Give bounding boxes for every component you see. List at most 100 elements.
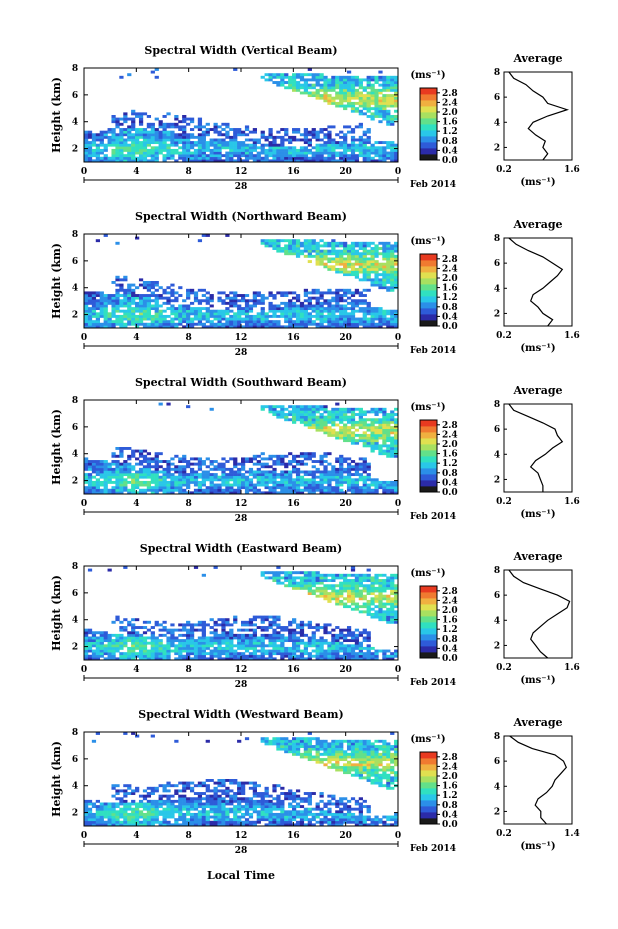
heatmap-cell	[150, 135, 155, 139]
heatmap-cell	[142, 644, 148, 648]
heatmap-cell	[374, 657, 379, 661]
heatmap-cell	[182, 117, 187, 121]
heatmap-cell	[386, 281, 391, 284]
heatmap-cell	[201, 573, 206, 577]
heatmap-cell	[362, 99, 367, 103]
heatmap-cell	[323, 431, 328, 435]
heatmap-cell	[217, 491, 222, 495]
heatmap-cell	[280, 641, 285, 645]
heatmap-cell	[362, 275, 367, 279]
heatmap-cell	[390, 480, 395, 484]
heatmap-cell	[84, 460, 89, 463]
heatmap-cell	[91, 320, 97, 324]
heatmap-cell	[315, 460, 320, 463]
heatmap-cell	[382, 270, 387, 274]
heatmap-cell	[264, 486, 269, 490]
heatmap-cell	[303, 415, 309, 419]
heatmap-cell	[378, 101, 383, 105]
heatmap-cell	[303, 81, 309, 84]
heatmap-cell	[303, 571, 309, 575]
heatmap-cell	[103, 312, 108, 316]
heatmap-cell	[295, 646, 301, 650]
heatmap-cell	[154, 641, 159, 645]
heatmap-cell	[394, 159, 399, 163]
heatmap-cell	[295, 462, 301, 466]
heatmap-cell	[335, 488, 340, 492]
heatmap-cell	[307, 314, 312, 318]
heatmap-cell	[331, 86, 336, 90]
heatmap-cell	[115, 296, 120, 300]
heatmap-cell	[303, 652, 309, 656]
heatmap-cell	[91, 148, 97, 152]
heatmap-cell	[158, 644, 163, 648]
heatmap-cell	[343, 83, 348, 87]
heatmap-cell	[150, 156, 155, 160]
heatmap-cell	[166, 122, 171, 126]
heatmap-cell	[95, 478, 100, 482]
heatmap-cell	[327, 584, 332, 588]
heatmap-cell	[378, 99, 383, 103]
heatmap-cell	[146, 457, 152, 461]
heatmap-cell	[162, 491, 167, 495]
heatmap-cell	[142, 620, 148, 624]
heatmap-cell	[264, 633, 269, 637]
heatmap-cell	[374, 480, 379, 484]
heatmap-cell	[292, 639, 297, 643]
heatmap-cell	[131, 452, 136, 456]
heatmap-cell	[123, 628, 128, 632]
heatmap-cell	[166, 301, 171, 305]
y-axis-label: Height (km)	[50, 77, 63, 153]
heatmap-cell	[370, 652, 375, 656]
heatmap-cell	[382, 573, 387, 577]
heatmap-cell	[256, 301, 261, 305]
heatmap-cell	[311, 159, 316, 163]
heatmap-cell	[276, 81, 281, 84]
heatmap-cell	[197, 133, 203, 137]
heatmap-cell	[339, 488, 344, 492]
heatmap-cell	[284, 415, 289, 419]
heatmap-cell	[174, 454, 179, 458]
heatmap-cell	[366, 265, 371, 269]
heatmap-cell	[260, 143, 265, 147]
heatmap-cell	[346, 257, 352, 261]
heatmap-cell	[378, 444, 383, 448]
heatmap-cell	[244, 486, 250, 490]
heatmap-cell	[99, 325, 104, 329]
heatmap-cell	[91, 296, 97, 300]
heatmap-cell	[354, 101, 360, 105]
heatmap-cell	[87, 478, 93, 482]
heatmap-cell	[127, 286, 132, 290]
heatmap-cell	[315, 405, 320, 409]
heatmap-cell	[288, 320, 293, 324]
heatmap-cell	[209, 460, 214, 463]
heatmap-cell	[390, 413, 395, 416]
heatmap-cell	[119, 325, 124, 329]
heatmap-cell	[378, 586, 383, 590]
heatmap-cell	[138, 156, 144, 160]
heatmap-cell	[323, 428, 328, 432]
heatmap-cell	[386, 104, 391, 108]
heatmap-cell	[123, 148, 128, 152]
heatmap-cell	[370, 75, 375, 79]
heatmap-cells	[84, 234, 399, 329]
heatmap-cell	[280, 138, 285, 142]
heatmap-cell	[350, 599, 356, 603]
heatmap-cell	[394, 325, 399, 329]
heatmap-cell	[229, 636, 234, 640]
heatmap-cell	[154, 314, 159, 318]
heatmap-cell	[276, 135, 281, 139]
heatmap-cell	[154, 623, 159, 627]
heatmap-cell	[339, 307, 344, 311]
heatmap-cell	[386, 120, 391, 124]
heatmap-cell	[201, 626, 206, 629]
heatmap-cell	[237, 652, 242, 656]
heatmap-cell	[339, 470, 344, 474]
heatmap-cell	[111, 151, 116, 155]
heatmap-cell	[138, 470, 144, 474]
heatmap-cell	[390, 146, 395, 150]
heatmap-cell	[244, 133, 250, 137]
heatmap-cell	[378, 96, 383, 100]
heatmap-cell	[229, 317, 234, 321]
heatmap-cell	[272, 156, 277, 160]
heatmap-cell	[370, 426, 375, 430]
